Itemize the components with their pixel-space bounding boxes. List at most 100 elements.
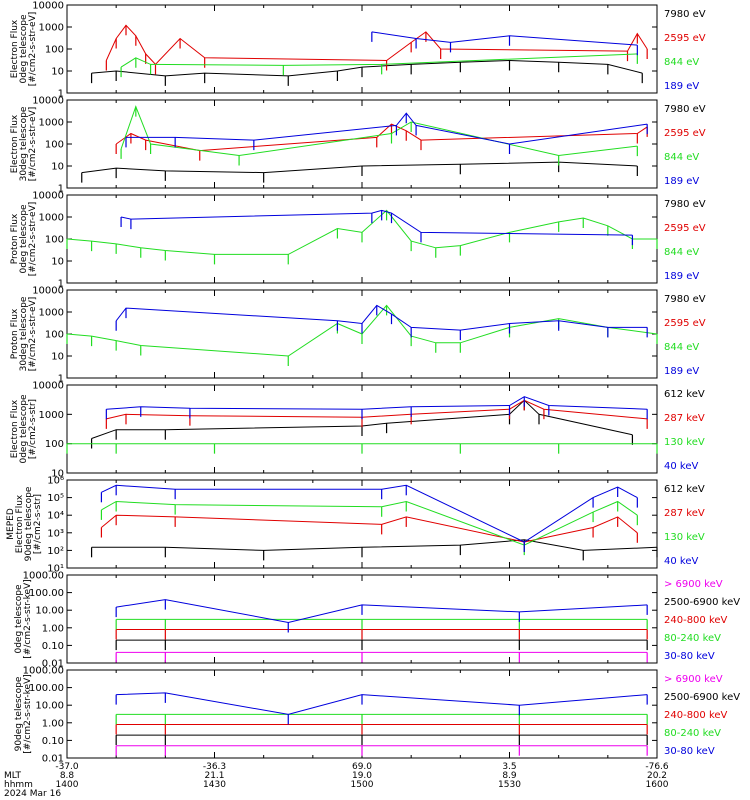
y-tick-label: 1 <box>58 89 64 100</box>
legend-entry: 240-800 keV <box>664 615 728 626</box>
y-tick-label: 100 <box>45 439 64 450</box>
legend-entry: 2595 eV <box>664 33 706 44</box>
y-axis-label: Electron Flux 0deg telescope [#/cm2-s-str] <box>10 394 38 464</box>
x-row-label: hhmm <box>4 780 33 790</box>
legend-entry: 2595 eV <box>664 128 706 139</box>
panel-6: 10¹ 10² 10³ 10⁴ 10⁵ 10⁶ MEPED Electron Flux 90de… <box>6 476 705 575</box>
x-axis-hhmm-label: 1400 <box>56 780 79 790</box>
y-axis-label: Electron Flux 0deg telescope [#/cm2-s-str-… <box>10 12 38 87</box>
x-axis-mlt-label: 8.9 <box>502 771 517 781</box>
y-axis-label: MEPED Electron Flux 90deg telescope [#/cm2-… <box>6 486 43 561</box>
legend-entry: 80-240 keV <box>664 728 721 739</box>
series-group <box>115 599 648 663</box>
y-axis-label-line: 30deg telescope <box>19 296 29 371</box>
y-tick-label: 10 <box>51 257 64 268</box>
legend-entry: 189 eV <box>664 176 699 187</box>
y-axis-label-line: 0deg telescope <box>19 14 29 84</box>
y-tick-label: 1000 <box>39 23 64 34</box>
y-tick-label: 0.01 <box>42 754 64 765</box>
series-line <box>106 396 648 410</box>
y-tick-label: 0.10 <box>42 736 64 747</box>
y-tick-label: 1000 <box>39 213 64 224</box>
y-tick-label: 10 <box>51 352 64 363</box>
y-axis-label-line: 90deg telescope <box>14 676 24 751</box>
x-axis-lat-label: 3.5 <box>502 762 516 772</box>
y-tick-label: 100 <box>45 140 64 151</box>
y-axis-label-line: Electron Flux <box>10 399 20 458</box>
legend-entry: 612 keV <box>664 389 705 400</box>
y-tick-label: 10 <box>51 469 64 480</box>
y-axis-label-line: [#/cm2-s-str] <box>28 399 38 459</box>
panel-5: 10 100 1000 10000 Electron Flux 0deg telescop… <box>10 381 705 480</box>
y-tick-label: 10⁶ <box>47 476 64 487</box>
legend-entry: > 6900 keV <box>664 674 723 685</box>
y-axis-label-line: Electron Flux <box>10 19 20 78</box>
y-tick-label: 10000 <box>32 1 64 12</box>
y-axis-label-line: 0deg telescope <box>19 204 29 274</box>
legend-entry: 189 eV <box>664 271 699 282</box>
x-axis-lat-label: 69.0 <box>352 762 372 772</box>
legend-entry: 612 keV <box>664 484 705 495</box>
y-axis-label-line: [#/cm2-s-str-keV] <box>23 579 33 658</box>
y-tick-label: 1000 <box>39 308 64 319</box>
legend-entry: 80-240 keV <box>664 633 721 644</box>
y-tick-label: 100 <box>45 45 64 56</box>
series-line <box>115 123 648 152</box>
x-axis-lat-label: -36.3 <box>203 762 226 772</box>
y-tick-label: 10³ <box>47 528 64 539</box>
y-tick-label: 10⁵ <box>47 493 64 504</box>
y-axis-label-line: [#/cm2-s-str-eV] <box>28 202 38 277</box>
series-line <box>106 399 648 420</box>
y-tick-label: 10000 <box>32 286 64 297</box>
x-axis-mlt-label: 19.0 <box>352 771 372 781</box>
legend-entry: 844 eV <box>664 57 699 68</box>
x-axis-mlt-label: 20.2 <box>647 771 667 781</box>
y-tick-label: 100.00 <box>29 683 64 694</box>
series-line <box>116 692 648 715</box>
legend-entry: 2500-6900 keV <box>664 692 740 703</box>
y-axis-label: 0deg telescope [#/cm2-s-str-keV] <box>14 579 33 658</box>
x-axis-hhmm-label: 1600 <box>646 780 669 790</box>
legend-entry: 2595 eV <box>664 223 706 234</box>
y-tick-label: 1000 <box>39 118 64 129</box>
series-line <box>101 514 638 543</box>
series-group <box>90 24 648 86</box>
x-axis-lat-label: -37.0 <box>55 762 79 772</box>
series-line <box>126 112 648 145</box>
y-tick-label: 1000.00 <box>23 571 64 582</box>
series-line <box>101 500 638 546</box>
series-line <box>81 161 638 174</box>
y-tick-label: 10² <box>47 546 64 557</box>
y-tick-label: 10000 <box>32 381 64 392</box>
y-tick-label: 100 <box>45 330 64 341</box>
x-axis-hhmm-label: 1430 <box>203 780 226 790</box>
legend-entry: 30-80 keV <box>664 651 715 662</box>
series-group <box>66 209 658 265</box>
legend-entry: 7980 eV <box>664 104 706 115</box>
y-axis-label-line: 0deg telescope <box>14 584 24 654</box>
legend-entry: 7980 eV <box>664 294 706 305</box>
legend-entry: 7980 eV <box>664 9 706 20</box>
x-axis-mlt-label: 21.1 <box>204 771 224 781</box>
y-tick-label: 1 <box>58 184 64 195</box>
series-group <box>115 692 648 756</box>
series-group <box>81 105 648 183</box>
legend-entry: 2595 eV <box>664 318 706 329</box>
legend-entry: 40 keV <box>664 556 698 567</box>
legend-entry: 287 keV <box>664 413 705 424</box>
y-axis-label-line: 0deg telescope <box>19 394 29 464</box>
y-tick-label: 0.01 <box>42 659 64 670</box>
legend-entry: 40 keV <box>664 461 698 472</box>
legend-entry: 189 eV <box>664 366 699 377</box>
y-axis-label: 90deg telescope [#/cm2-s-str-keV] <box>14 674 33 753</box>
y-axis-label: Electron Flux 30deg telescope [#/cm2-s-str… <box>10 106 38 181</box>
y-axis-label: Proton Flux 0deg telescope [#/cm2-s-str-eV… <box>10 202 38 277</box>
x-axis-hhmm-label: 1530 <box>498 780 521 790</box>
